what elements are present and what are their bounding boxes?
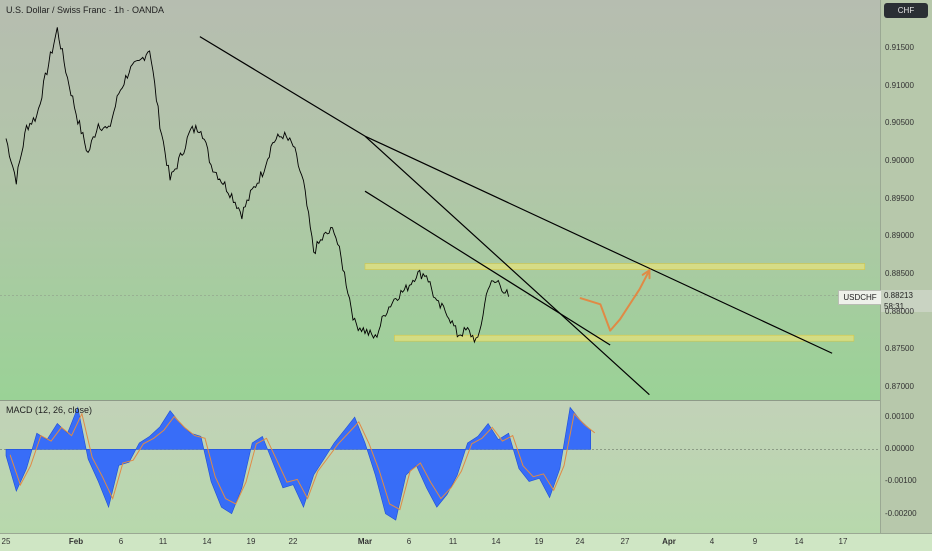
time-tick-label: 6 xyxy=(406,537,412,546)
time-tick-label: Apr xyxy=(662,537,676,546)
time-tick-label: Feb xyxy=(68,537,84,546)
horizontal-zone-0 xyxy=(364,263,866,270)
price-axis[interactable] xyxy=(880,0,932,533)
time-tick-label: 6 xyxy=(118,537,124,546)
time-tick-label: 14 xyxy=(202,537,212,546)
time-tick-label: 19 xyxy=(534,537,544,546)
time-tick-label: 14 xyxy=(491,537,501,546)
projection-arrow xyxy=(579,269,651,332)
macd-signal-line xyxy=(9,412,596,511)
time-axis[interactable] xyxy=(0,533,932,551)
price-tick-label: 0.89000 xyxy=(885,231,914,241)
time-tick-label: 19 xyxy=(246,537,256,546)
price-tick-label: 0.89500 xyxy=(885,193,914,203)
price-tick-label: 0.87000 xyxy=(885,382,914,392)
trendline-0 xyxy=(199,36,366,137)
horizontal-zone-1 xyxy=(394,334,855,342)
macd-indicator-label[interactable]: MACD (12, 26, close) xyxy=(6,405,93,415)
time-tick-label: 25 xyxy=(1,537,11,546)
price-tick-label: 0.91500 xyxy=(885,42,914,52)
time-tick-label: 4 xyxy=(709,537,715,546)
projection-arrow-head xyxy=(641,268,651,280)
time-tick-label: 9 xyxy=(752,537,758,546)
last-price-badge: 0.88213 58:31 xyxy=(881,290,932,312)
time-tick-label: 14 xyxy=(794,537,804,546)
price-pane[interactable] xyxy=(0,0,880,400)
macd-histogram xyxy=(5,406,591,521)
time-tick-label: 24 xyxy=(575,537,585,546)
price-tick-label: 0.88000 xyxy=(885,306,914,316)
symbol-price-label: USDCHF xyxy=(838,290,882,305)
price-tick-label: 0.90000 xyxy=(885,156,914,166)
price-series-line xyxy=(5,27,510,344)
currency-badge[interactable]: CHF xyxy=(884,3,928,18)
macd-tick-label: -0.00100 xyxy=(885,476,917,486)
trendline-2 xyxy=(364,135,650,396)
price-tick-label: 0.87500 xyxy=(885,344,914,354)
price-tick-label: 0.91000 xyxy=(885,80,914,90)
time-tick-label: 11 xyxy=(448,537,458,546)
trendline-3 xyxy=(364,190,611,346)
pane-separator[interactable] xyxy=(0,400,880,401)
time-tick-label: 17 xyxy=(838,537,848,546)
price-tick-label: 0.88500 xyxy=(885,269,914,279)
price-tick-label: 0.90500 xyxy=(885,118,914,128)
chart-title: U.S. Dollar / Swiss Franc · 1h · OANDA xyxy=(6,5,165,15)
last-price-value: 0.88213 xyxy=(884,291,913,300)
macd-tick-label: 0.00100 xyxy=(885,412,914,422)
bar-countdown: 58:31 xyxy=(884,302,905,311)
macd-tick-label: 0.00000 xyxy=(885,444,914,454)
macd-tick-label: -0.00200 xyxy=(885,508,917,518)
time-tick-label: 22 xyxy=(288,537,298,546)
time-tick-label: 27 xyxy=(620,537,630,546)
time-tick-label: Mar xyxy=(357,537,373,546)
time-tick-label: 11 xyxy=(158,537,168,546)
trendline-1 xyxy=(364,135,833,354)
